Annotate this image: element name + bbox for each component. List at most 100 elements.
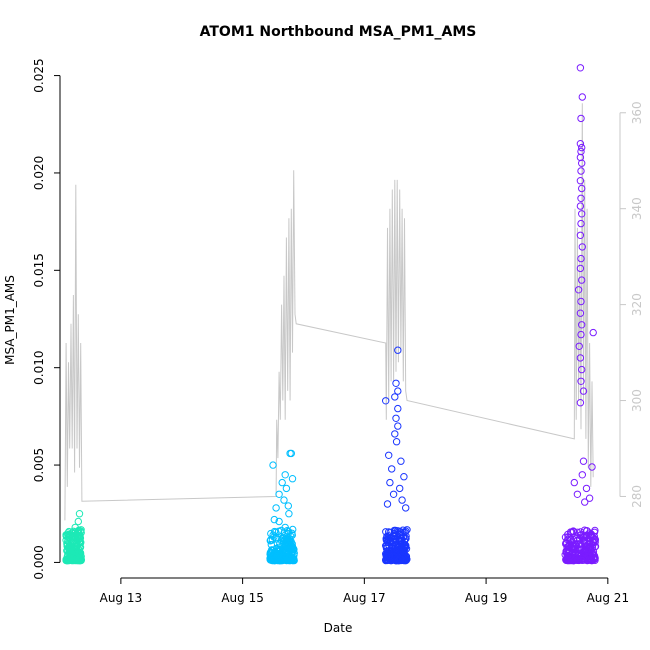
data-point (568, 528, 576, 536)
data-point (394, 387, 402, 395)
data-point (566, 552, 574, 561)
data-point (67, 545, 75, 553)
data-point (382, 528, 390, 536)
data-point (397, 457, 405, 465)
data-point (579, 457, 588, 465)
data-point (575, 342, 583, 350)
data-point (579, 387, 588, 395)
y2-tick-label: 280 (630, 485, 644, 508)
data-point (281, 471, 289, 479)
y2-tick-label: 320 (630, 293, 644, 316)
data-point (285, 510, 293, 518)
x-tick-label: Aug 15 (221, 591, 264, 605)
data-point (394, 422, 402, 430)
data-point (275, 490, 283, 498)
data-point (385, 451, 393, 459)
data-point (578, 276, 586, 284)
data-point (391, 393, 399, 401)
data-point (398, 496, 406, 504)
data-point (581, 540, 589, 548)
data-point (270, 515, 278, 524)
data-point (282, 541, 290, 549)
data-point (270, 527, 279, 536)
data-point (389, 490, 398, 498)
chart-title: ATOM1 Northbound MSA_PM1_AMS (200, 24, 477, 40)
data-point (586, 531, 594, 540)
data-point (591, 542, 600, 551)
x-tick-label: Aug 13 (100, 591, 143, 605)
data-point (267, 548, 275, 556)
data-point (576, 264, 585, 273)
data-point (288, 553, 296, 562)
data-point (288, 531, 296, 539)
data-point (584, 540, 592, 549)
data-point (576, 140, 585, 148)
data-point (386, 538, 394, 546)
data-point (565, 545, 573, 554)
data-point (289, 525, 297, 534)
y-tick-label: 0.000 (32, 545, 46, 579)
data-point (577, 297, 585, 306)
data-point (578, 210, 586, 218)
data-point (77, 556, 85, 564)
data-point (392, 379, 400, 387)
data-point (72, 552, 80, 561)
data-point (386, 552, 394, 560)
y-tick-label: 0.025 (32, 58, 46, 92)
data-point (578, 365, 586, 374)
data-point (578, 93, 586, 101)
data-point (394, 404, 402, 413)
data-point (288, 475, 297, 483)
data-point (396, 531, 405, 539)
data-point (579, 533, 587, 541)
data-point (402, 534, 410, 543)
data-point (391, 430, 399, 438)
data-point (577, 194, 585, 203)
data-point (578, 243, 586, 251)
data-point (402, 504, 410, 512)
data-point (396, 484, 404, 493)
data-point (64, 556, 72, 565)
data-point (382, 397, 390, 405)
data-point (389, 537, 397, 546)
data-point (71, 523, 79, 532)
data-point (398, 543, 407, 551)
data-point (574, 286, 583, 294)
data-point (573, 556, 582, 564)
data-point (587, 532, 595, 541)
data-point (392, 438, 401, 446)
data-point (275, 556, 283, 565)
data-point (383, 500, 392, 508)
y-tick-label: 0.020 (32, 156, 46, 190)
data-point (577, 167, 585, 175)
data-point (403, 526, 411, 534)
data-point (394, 527, 402, 535)
x-tick-label: Aug 21 (587, 591, 630, 605)
data-point (565, 542, 573, 550)
data-point (269, 531, 277, 539)
data-point (576, 309, 585, 317)
data-point (286, 535, 294, 543)
data-point (385, 528, 393, 536)
data-point (576, 202, 585, 210)
data-point (270, 550, 279, 558)
data-point (576, 399, 585, 407)
data-point (280, 496, 288, 504)
data-point (282, 484, 291, 493)
data-point (578, 321, 586, 329)
data-point (590, 553, 599, 562)
data-point (275, 527, 283, 535)
data-point (68, 529, 76, 537)
data-point (74, 556, 82, 565)
data-point (573, 490, 582, 498)
data-point (268, 556, 276, 565)
data-point (576, 231, 585, 240)
data-point (386, 478, 394, 487)
data-point (402, 527, 410, 535)
data-point (577, 219, 585, 228)
data-point (588, 463, 596, 471)
data-point (566, 537, 574, 545)
data-point (275, 517, 283, 526)
data-point (284, 536, 292, 545)
